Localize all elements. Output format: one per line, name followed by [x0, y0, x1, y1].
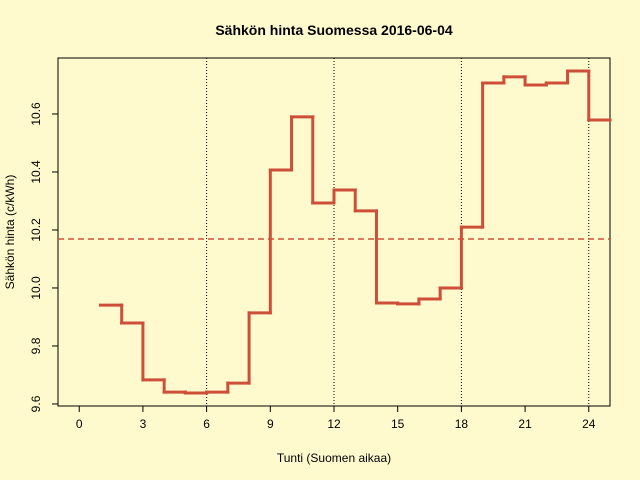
y-axis-label: Sähkön hinta (c/kWh) — [3, 175, 17, 290]
y-tick-label: 9.6 — [29, 395, 43, 412]
x-tick-label: 21 — [518, 417, 532, 431]
y-tick-label: 9.8 — [29, 337, 43, 354]
chart-title: Sähkön hinta Suomessa 2016-06-04 — [215, 22, 453, 38]
x-tick-label: 0 — [76, 417, 83, 431]
x-axis-label: Tunti (Suomen aikaa) — [277, 451, 391, 465]
y-tick-label: 10.0 — [29, 276, 43, 300]
x-tick-label: 12 — [327, 417, 341, 431]
x-tick-label: 6 — [203, 417, 210, 431]
y-tick-label: 10.4 — [29, 160, 43, 184]
x-tick-label: 15 — [391, 417, 405, 431]
x-tick-label: 24 — [582, 417, 596, 431]
x-tick-label: 18 — [455, 417, 469, 431]
y-tick-label: 10.2 — [29, 218, 43, 242]
x-tick-label: 3 — [140, 417, 147, 431]
y-tick-label: 10.6 — [29, 102, 43, 126]
x-tick-label: 9 — [267, 417, 274, 431]
